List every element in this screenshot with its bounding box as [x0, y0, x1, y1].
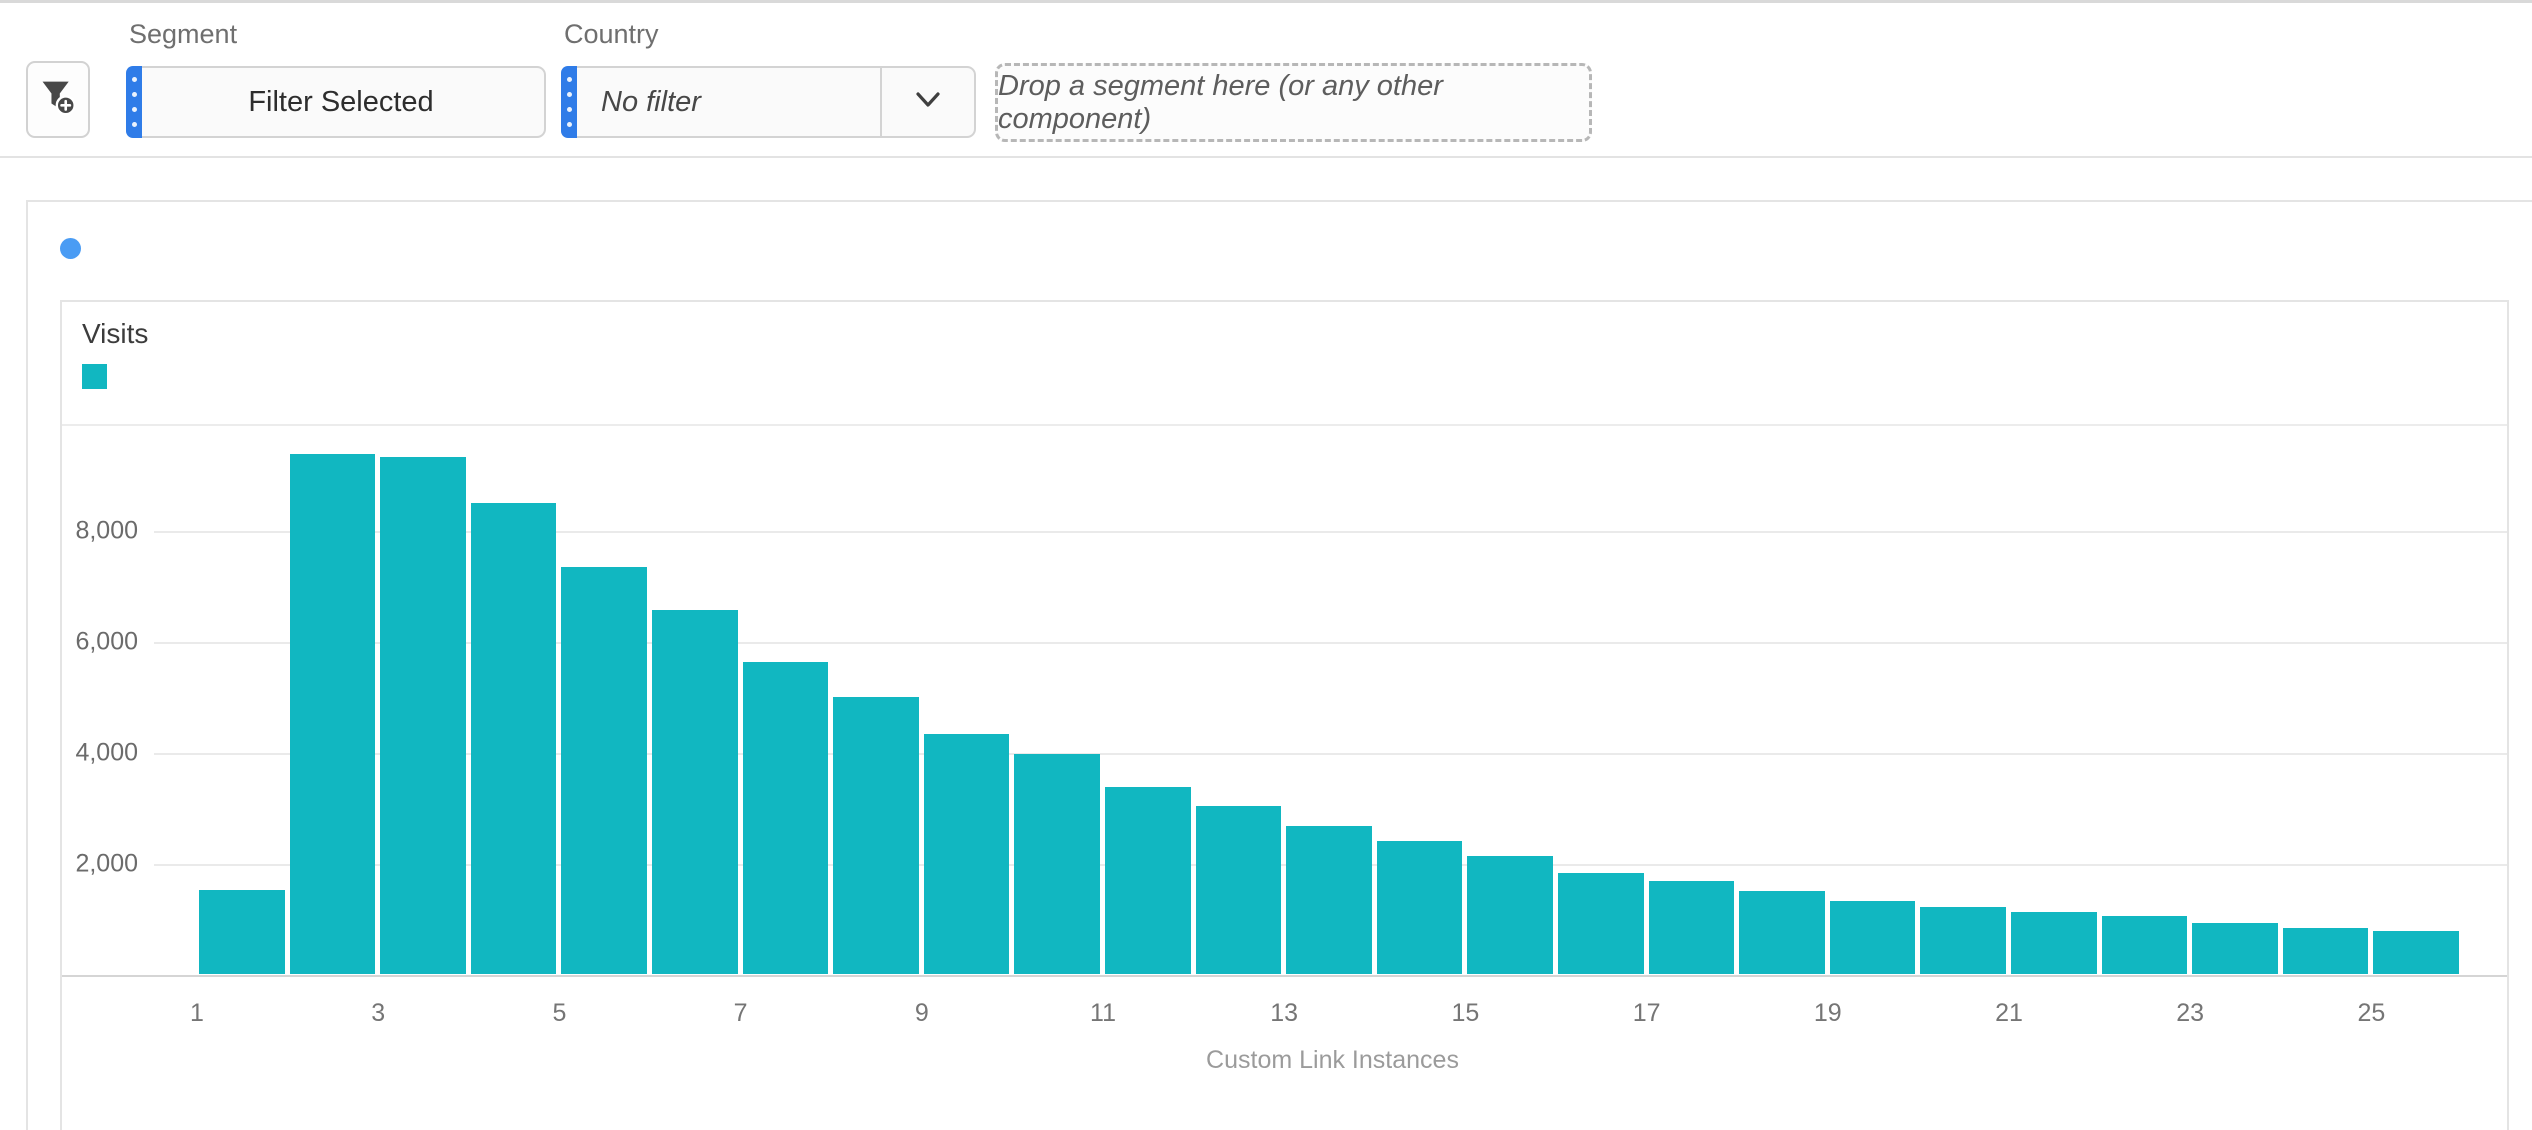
country-filter-value: No filter — [601, 85, 701, 118]
x-axis-tick-label: 7 — [733, 999, 748, 1027]
bar-x22[interactable] — [2101, 916, 2188, 974]
bar-x21[interactable] — [2011, 911, 2097, 974]
bar-x18[interactable] — [1739, 890, 1825, 974]
bar-x23[interactable] — [2192, 923, 2278, 974]
x-axis-tick-label: 13 — [1270, 999, 1299, 1027]
bar-chart-plot-area: Custom Link Instances 2,000 4,000 6,000 8,0… — [62, 426, 2507, 1130]
bar-x20[interactable] — [1920, 907, 2006, 974]
x-axis-tick-label: 25 — [2357, 999, 2386, 1027]
gridline — [154, 530, 2507, 533]
bar-x4[interactable] — [470, 503, 557, 974]
segment-filter-value: Filter Selected — [248, 85, 434, 118]
bar-x24[interactable] — [2282, 927, 2369, 974]
y-axis-tick-label: 2,000 — [75, 849, 138, 878]
bar-x3[interactable] — [380, 457, 466, 974]
bar-x2[interactable] — [289, 453, 376, 974]
chart-header-divider — [62, 424, 2507, 426]
gridline — [154, 641, 2507, 644]
x-axis-tick-label: 1 — [190, 999, 204, 1027]
x-axis-tick-label: 11 — [1090, 999, 1116, 1027]
x-axis-line — [62, 975, 2507, 977]
y-axis-tick-label: 6,000 — [75, 627, 138, 656]
y-axis-tick-label: 4,000 — [75, 738, 138, 767]
x-axis-tick-label: 9 — [914, 999, 929, 1027]
country-filter-select[interactable]: No filter — [561, 66, 976, 138]
bar-x12[interactable] — [1195, 805, 1282, 974]
series-legend-swatch[interactable] — [82, 364, 107, 389]
bar-x14[interactable] — [1376, 841, 1463, 974]
drag-handle-icon[interactable] — [126, 66, 142, 138]
x-axis-tick-label: 23 — [2176, 999, 2205, 1027]
gridline — [154, 752, 2507, 755]
add-filter-button[interactable] — [26, 61, 90, 138]
add-filter-funnel-icon — [39, 78, 77, 121]
bar-x7[interactable] — [742, 661, 829, 974]
x-axis-title: Custom Link Instances — [1206, 1046, 1459, 1074]
bar-x17[interactable] — [1648, 881, 1735, 974]
segment-filter-chip[interactable]: Filter Selected — [126, 66, 546, 138]
panel-segment-dot[interactable] — [60, 238, 81, 259]
segment-field-label: Segment — [129, 19, 238, 49]
bar-x11[interactable] — [1105, 787, 1191, 974]
x-axis-tick-label: 19 — [1813, 999, 1842, 1027]
bar-x13[interactable] — [1286, 825, 1372, 974]
country-select-dropdown-toggle[interactable] — [880, 68, 974, 136]
bar-x6[interactable] — [652, 609, 738, 974]
chart-metric-title: Visits — [82, 318, 149, 349]
bar-x1[interactable] — [199, 890, 285, 974]
workspace-panel: Visits Custom Link Instances 2,000 4,000 6… — [26, 200, 2532, 1130]
drag-handle-icon[interactable] — [561, 66, 577, 138]
chevron-down-icon — [915, 91, 941, 114]
filter-toolbar: Segment Filter Selected Country No filte… — [0, 0, 2532, 158]
bar-x25[interactable] — [2373, 930, 2459, 974]
bar-x19[interactable] — [1829, 900, 1916, 974]
x-axis-tick-label: 15 — [1451, 999, 1480, 1027]
bar-x8[interactable] — [833, 696, 919, 974]
x-axis-tick-label: 17 — [1632, 999, 1661, 1027]
country-field-label: Country — [564, 19, 659, 49]
x-axis-tick-label: 21 — [1995, 999, 2023, 1027]
bar-x9[interactable] — [923, 734, 1010, 974]
segment-dropzone[interactable]: Drop a segment here (or any other compon… — [995, 63, 1592, 142]
x-axis-tick-label: 3 — [371, 999, 386, 1027]
segment-dropzone-text: Drop a segment here (or any other compon… — [998, 69, 1443, 135]
bar-x16[interactable] — [1558, 872, 1644, 974]
bar-x10[interactable] — [1014, 754, 1100, 974]
bar-chart-card: Visits Custom Link Instances 2,000 4,000 6… — [60, 300, 2509, 1130]
bar-x5[interactable] — [561, 566, 647, 974]
bar-x15[interactable] — [1467, 856, 1553, 974]
x-axis-tick-label: 5 — [552, 999, 567, 1027]
y-axis-tick-label: 8,000 — [75, 516, 138, 545]
